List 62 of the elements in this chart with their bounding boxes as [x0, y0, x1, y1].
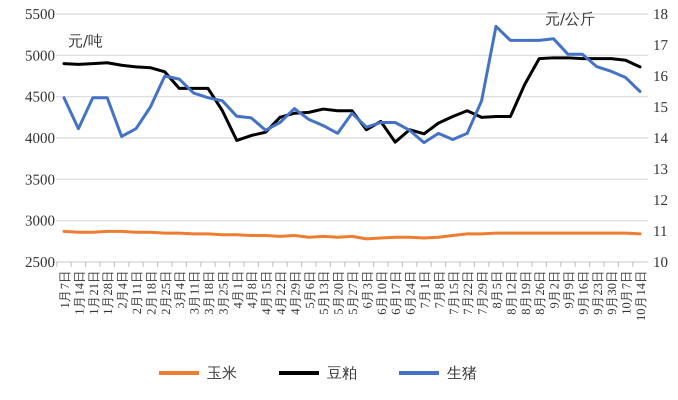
- x-tick-label: 10月14日: [634, 270, 648, 321]
- y2-tick-label: 11: [653, 224, 668, 240]
- y-tick-label: 3000: [25, 214, 55, 230]
- x-tick-label: 3月25日: [216, 270, 230, 315]
- x-tick-label: 1月21日: [86, 270, 101, 315]
- y-tick-label: 5000: [25, 48, 55, 64]
- x-tick-label: 8月5日: [490, 270, 504, 308]
- x-tick-label: 5月13日: [317, 270, 332, 315]
- y2-tick-label: 15: [653, 100, 668, 116]
- x-tick-label: 8月26日: [533, 270, 548, 315]
- x-tick-label: 7月8日: [432, 270, 446, 308]
- y2-tick-label: 18: [653, 7, 668, 23]
- y2-axis-title: 元/公斤: [545, 10, 596, 28]
- legend-label: 生猪: [447, 364, 477, 382]
- legend-label: 玉米: [207, 364, 237, 382]
- x-tick-label: 7月29日: [476, 270, 490, 315]
- x-tick-label: 5月6日: [302, 270, 317, 308]
- x-tick-label: 1月28日: [101, 270, 116, 315]
- x-tick-label: 6月10日: [374, 270, 389, 315]
- y2-tick-label: 13: [653, 162, 668, 178]
- y-tick-label: 4500: [25, 90, 55, 106]
- x-tick-label: 4月15日: [260, 270, 274, 315]
- x-tick-label: 1月14日: [72, 270, 86, 315]
- x-tick-label: 10月7日: [620, 270, 634, 315]
- x-tick-label: 2月25日: [158, 270, 173, 315]
- y2-tick-label: 17: [653, 38, 668, 54]
- x-tick-label: 9月2日: [548, 270, 562, 308]
- y2-tick-label: 12: [653, 193, 668, 209]
- legend-label: 豆粕: [327, 364, 357, 382]
- x-tick-label: 3月18日: [202, 270, 216, 315]
- x-tick-label: 9月30日: [605, 270, 620, 315]
- y2-tick-label: 14: [653, 131, 668, 147]
- y2-tick-label: 10: [653, 255, 668, 271]
- y-axis-title: 元/吨: [68, 32, 104, 50]
- x-tick-label: 4月1日: [230, 270, 245, 308]
- x-tick-label: 4月29日: [288, 270, 302, 315]
- x-tick-label: 5月20日: [332, 270, 346, 315]
- x-tick-label: 4月8日: [245, 270, 260, 308]
- x-tick-label: 2月18日: [144, 270, 158, 315]
- y-tick-label: 3500: [25, 172, 55, 188]
- y2-tick-label: 16: [653, 69, 668, 85]
- x-tick-label: 6月3日: [360, 270, 374, 308]
- x-tick-label: 2月4日: [116, 270, 130, 308]
- y-tick-label: 5500: [25, 7, 55, 23]
- x-tick-label: 5月27日: [346, 270, 360, 315]
- x-tick-label: 8月12日: [504, 270, 518, 315]
- x-tick-label: 8月19日: [518, 270, 533, 315]
- x-tick-label: 9月23日: [590, 270, 605, 315]
- y-tick-label: 2500: [25, 255, 55, 271]
- x-tick-label: 4月22日: [274, 270, 288, 315]
- x-tick-label: 6月17日: [389, 270, 404, 315]
- x-tick-label: 2月11日: [130, 270, 144, 314]
- x-tick-label: 3月11日: [188, 270, 202, 314]
- x-tick-label: 7月1日: [418, 270, 432, 308]
- x-tick-label: 6月24日: [404, 270, 418, 315]
- y-tick-label: 4000: [25, 131, 55, 147]
- x-tick-label: 7月22日: [461, 270, 476, 315]
- x-tick-label: 7月15日: [446, 270, 461, 315]
- x-tick-label: 9月9日: [562, 270, 576, 308]
- x-tick-label: 9月16日: [576, 270, 590, 315]
- x-tick-label: 3月4日: [173, 270, 188, 308]
- x-tick-label: 1月7日: [58, 270, 72, 308]
